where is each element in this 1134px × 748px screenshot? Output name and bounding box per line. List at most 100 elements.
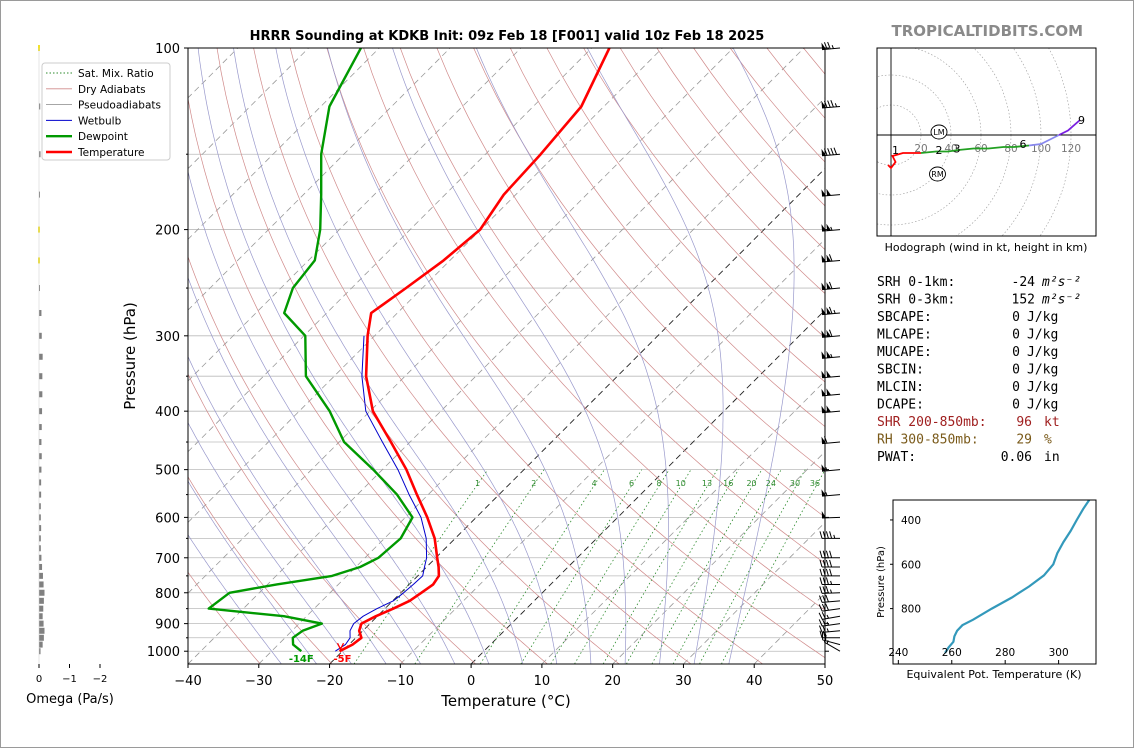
theta-e-y-tick-label: 800 — [901, 604, 921, 616]
series-dewpoint-point — [378, 557, 379, 558]
wind-barb-half — [830, 580, 833, 585]
surface-dewpoint-label: -14F — [289, 654, 314, 665]
wind-barb-full — [819, 550, 823, 558]
omega-bar — [39, 424, 42, 431]
wind-barb-half — [833, 534, 836, 539]
theta-e-frame — [892, 499, 1097, 665]
series-wetbulb-point — [422, 575, 423, 576]
omega-bar — [39, 535, 41, 542]
wind-barb-full — [825, 586, 829, 594]
isotherm-line — [824, 663, 825, 664]
skewt-y-tick-label: 900 — [155, 618, 180, 633]
mixing-ratio-line — [353, 469, 489, 664]
skewt-x-tick-label: 10 — [534, 674, 551, 689]
series-dewpoint-point — [400, 538, 401, 539]
dry-adiabat-line — [546, 48, 825, 383]
index-value: 0 — [1012, 345, 1020, 360]
dry-adiabat-line — [326, 48, 825, 659]
series-wetbulb-point — [350, 637, 351, 638]
mixing-ratio-label: 10 — [676, 479, 686, 488]
series-wetbulb-point — [413, 584, 414, 585]
skewt-x-tick-label: 50 — [817, 674, 834, 689]
series-temperature-point — [437, 557, 438, 558]
wind-barb-flag — [826, 388, 832, 396]
wind-barb-full — [829, 559, 833, 568]
wind-barb-flag — [826, 254, 832, 262]
skewt-y-tick-label: 200 — [155, 224, 180, 239]
mixing-ratio-line — [479, 469, 605, 664]
dry-adiabat-line — [473, 48, 825, 473]
wind-barb-flag — [821, 42, 827, 50]
wind-barb-flag — [821, 101, 827, 109]
pseudoadiabat-line — [327, 48, 592, 664]
mixing-ratio-line — [699, 469, 806, 664]
wind-barb-full — [829, 550, 833, 558]
wind-barb-full — [823, 148, 828, 156]
series-dewpoint-point — [208, 608, 209, 609]
wind-barb-half — [830, 589, 833, 594]
omega-x-tick-label: −1 — [62, 674, 77, 685]
mixing-ratio-label: 2 — [531, 479, 536, 488]
series-wetbulb-point — [363, 335, 364, 336]
series-temperature-point — [434, 538, 435, 539]
wind-barb-flag — [826, 188, 832, 196]
legend-entry: Dewpoint — [78, 131, 128, 143]
series-temperature-point — [366, 376, 367, 377]
skewt-y-axis-label: Pressure (hPa) — [121, 302, 139, 410]
series-temperature-point — [427, 517, 428, 518]
stability-indices: SRH 0-1km: -24 m²s⁻² SRH 0-3km: 152 m²s⁻² SBCA… — [877, 275, 1081, 465]
omega-bar — [39, 514, 41, 521]
series-wetbulb-point — [420, 517, 421, 518]
series-dewpoint-point — [314, 260, 315, 261]
index-label: DCAPE: — [877, 398, 924, 413]
series-temperature-point — [438, 566, 439, 567]
theta-e-x-tick-label: 300 — [1049, 647, 1069, 659]
omega-bar — [39, 373, 43, 380]
mixing-ratio-label: 8 — [656, 479, 661, 488]
wind-barb — [821, 41, 841, 51]
wind-barb — [821, 405, 841, 414]
series-temperature-point — [409, 600, 410, 601]
mixing-ratio-label: 30 — [790, 479, 800, 488]
skewt-legend: Sat. Mix. Ratio Dry Adiabats Pseudoadiabat… — [41, 62, 171, 161]
series-dewpoint-point — [305, 335, 306, 336]
omega-bar — [39, 191, 40, 198]
wind-barb — [821, 281, 841, 291]
index-label: MLCIN: — [877, 380, 924, 395]
storm-motion-label: RM — [931, 170, 944, 179]
omega-bar — [39, 563, 43, 570]
mixing-ratio-label: 24 — [766, 479, 776, 488]
pseudoadiabat-line — [586, 48, 724, 664]
wind-barb — [821, 632, 841, 646]
hodograph-ring-label: 100 — [1031, 143, 1051, 155]
omega-bar — [39, 627, 45, 634]
dry-adiabat-line — [399, 48, 825, 564]
wind-barb — [819, 550, 840, 559]
series-temperature-point — [352, 644, 353, 645]
series-wetbulb-point — [397, 469, 398, 470]
series-temperature-point — [372, 411, 373, 412]
series-temperature-point — [361, 637, 362, 638]
wind-barb-flag — [821, 282, 827, 290]
series-temperature-point — [503, 194, 504, 195]
omega-bar — [39, 581, 44, 588]
wind-barb-full — [822, 559, 826, 568]
pseudoadiabat-line — [392, 48, 627, 664]
wind-barb — [819, 531, 840, 539]
series-dewpoint-point — [321, 154, 322, 155]
wind-barb — [818, 618, 841, 627]
isotherm-line — [188, 48, 309, 170]
site-brand: TROPICALTIDBITS.COM — [892, 22, 1084, 40]
series-wetbulb-point — [349, 630, 350, 631]
omega-bar — [39, 597, 44, 604]
wind-barb-flag — [821, 148, 827, 156]
skewt-y-tick-label: 700 — [155, 552, 180, 567]
wind-barb-flag — [826, 370, 832, 378]
wind-barb — [819, 559, 840, 568]
mixing-ratio-line — [520, 469, 643, 664]
wind-barb-flag — [821, 330, 827, 338]
skewt-x-tick-label: 20 — [604, 674, 621, 689]
series-temperature-point — [390, 441, 391, 442]
